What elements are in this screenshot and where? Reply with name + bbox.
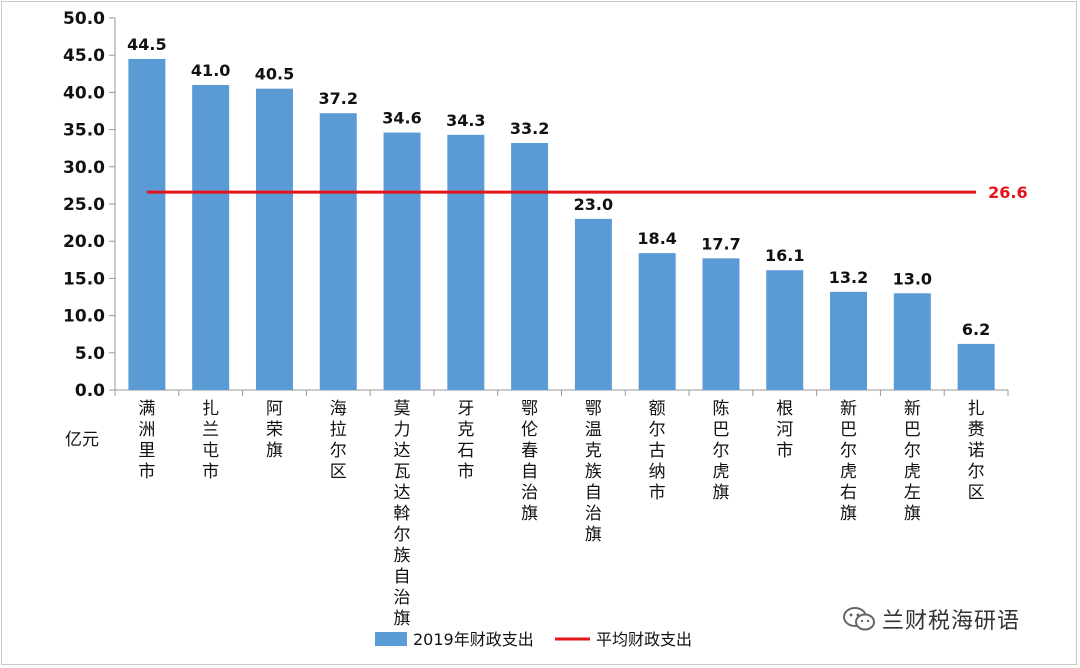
- data-label: 44.5: [127, 35, 166, 54]
- x-tick-label: 满洲里市: [138, 399, 155, 482]
- x-tick-label: 鄂伦春自治旗: [521, 399, 538, 524]
- legend-label-line: 平均财政支出: [596, 630, 692, 649]
- y-tick-label: 30.0: [63, 158, 105, 178]
- y-tick-label: 50.0: [63, 9, 105, 29]
- bar: [702, 258, 740, 390]
- data-label: 18.4: [637, 229, 676, 248]
- y-tick-label: 45.0: [63, 46, 105, 66]
- bar: [893, 293, 931, 390]
- data-label: 41.0: [191, 61, 230, 80]
- x-tick-label: 新巴尔虎右旗: [840, 399, 857, 524]
- bar: [319, 113, 357, 391]
- y-tick-label: 10.0: [63, 307, 105, 327]
- average-line-label: 26.6: [988, 183, 1027, 202]
- bar: [255, 88, 293, 391]
- wechat-icon: [843, 607, 875, 631]
- bar: [383, 132, 421, 391]
- x-tick-label: 阿荣旗: [266, 399, 283, 461]
- data-label: 17.7: [701, 234, 740, 253]
- y-tick-label: 15.0: [63, 269, 105, 289]
- data-label: 33.2: [510, 119, 549, 138]
- x-tick-label: 额尔古纳市: [649, 399, 666, 503]
- bar: [638, 253, 676, 390]
- watermark: 兰财税海研语: [842, 604, 1020, 634]
- y-axis-label: 亿元: [65, 430, 99, 450]
- y-tick-label: 20.0: [63, 232, 105, 252]
- data-label: 23.0: [574, 195, 613, 214]
- x-tick-label: 莫力达瓦达斡尔族自治旗: [394, 399, 411, 629]
- x-tick-label: 陈巴尔虎旗: [712, 399, 729, 503]
- x-tick-label: 扎赉诺尔区: [968, 399, 985, 503]
- y-tick-label: 40.0: [63, 83, 105, 103]
- y-tick-label: 25.0: [63, 195, 105, 215]
- data-label: 34.6: [382, 109, 421, 128]
- legend-label-bar: 2019年财政支出: [413, 630, 534, 649]
- bar: [574, 218, 612, 390]
- bar: [447, 134, 485, 390]
- bar: [128, 58, 166, 391]
- data-label: 40.5: [255, 65, 294, 84]
- bar: [830, 291, 868, 390]
- data-label: 13.2: [829, 268, 868, 287]
- x-tick-label: 牙克石市: [457, 399, 474, 482]
- x-tick-label: 海拉尔区: [330, 399, 347, 482]
- data-label: 34.3: [446, 111, 485, 130]
- bar: [957, 343, 995, 390]
- data-label: 6.2: [962, 320, 990, 339]
- bar: [766, 270, 804, 390]
- y-tick-label: 35.0: [63, 121, 105, 141]
- data-label: 16.1: [765, 246, 804, 265]
- x-tick-label: 扎兰屯市: [202, 399, 219, 482]
- watermark-text: 兰财税海研语: [882, 609, 1021, 634]
- x-tick-label: 鄂温克族自治旗: [585, 399, 602, 545]
- x-tick-label: 新巴尔虎左旗: [904, 399, 921, 524]
- legend-swatch-bar: [375, 632, 407, 646]
- y-tick-label: 0.0: [75, 381, 105, 401]
- bar: [192, 84, 230, 391]
- bar: [511, 142, 549, 390]
- data-label: 13.0: [893, 269, 932, 288]
- y-tick-label: 5.0: [75, 344, 105, 364]
- x-tick-label: 根河市: [776, 399, 793, 461]
- data-label: 37.2: [319, 89, 358, 108]
